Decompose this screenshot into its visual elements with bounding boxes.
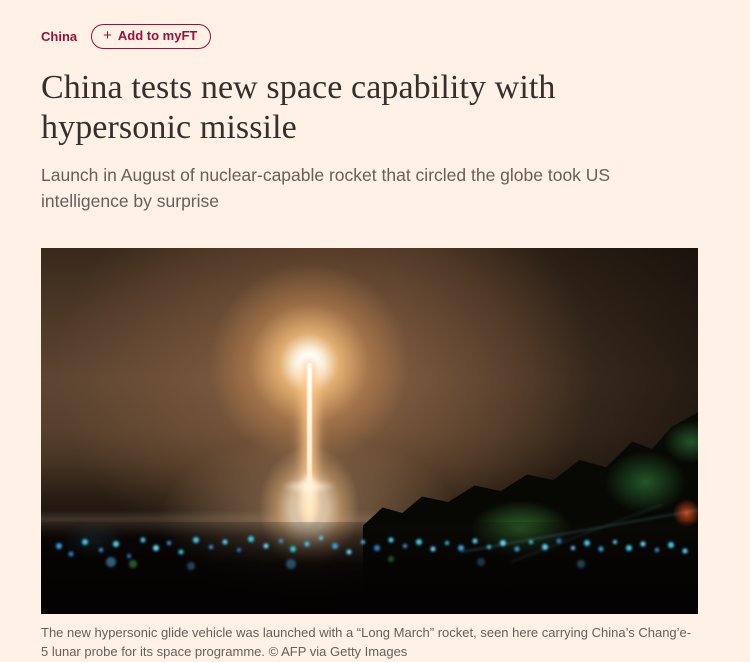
- rocket-launch-photo: [41, 247, 698, 614]
- image-caption: The new hypersonic glide vehicle was lau…: [41, 623, 698, 662]
- topic-row: China + Add to myFT: [41, 24, 698, 49]
- article-headline: China tests new space capability with hy…: [41, 68, 556, 146]
- caption-credit: © AFP via Getty Images: [268, 644, 408, 660]
- article-figure: The new hypersonic glide vehicle was lau…: [41, 247, 698, 662]
- add-to-myft-button[interactable]: + Add to myFT: [91, 24, 212, 49]
- caption-text: The new hypersonic glide vehicle was lau…: [41, 624, 692, 660]
- plus-icon: +: [103, 27, 112, 45]
- topic-tag-china[interactable]: China: [41, 28, 78, 44]
- add-to-myft-label: Add to myFT: [117, 28, 198, 43]
- crowd-with-phone-lights: [41, 503, 698, 614]
- article-standfirst: Launch in August of nuclear-capable rock…: [41, 164, 611, 211]
